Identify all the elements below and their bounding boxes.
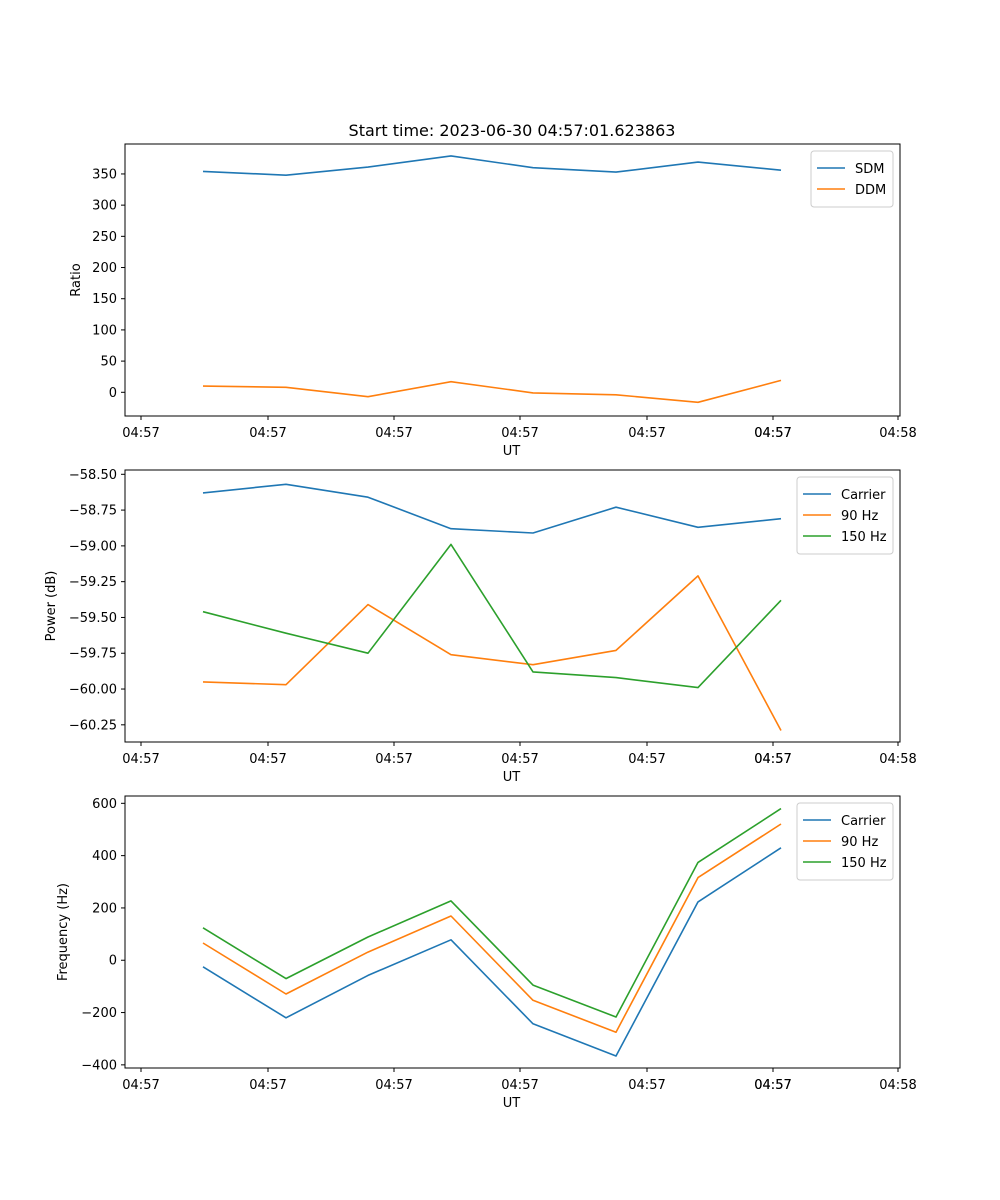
frequency-legend: Carrier 90 Hz 150 Hz	[796, 802, 894, 881]
power-ytick-label: −59.75	[69, 647, 117, 662]
ratio-legend: SDM DDM	[810, 150, 894, 208]
power-xlabel: UT	[503, 770, 521, 785]
frequency-xtick-label: 04:57	[375, 1078, 412, 1093]
power-ytick-label: −58.75	[69, 504, 117, 519]
frequency-series-150-hz	[202, 807, 782, 1018]
ratio-ytick-label: 100	[92, 323, 117, 338]
ratio-ytick-label: 200	[92, 261, 117, 276]
power-series-90-hz	[202, 575, 782, 731]
ratio-legend-box	[810, 150, 894, 208]
power-series-carrier	[202, 483, 782, 534]
frequency-ytick-label: 600	[92, 797, 117, 812]
frequency-legend-label: 90 Hz	[841, 835, 878, 850]
ratio-xtick-label: 04:57	[249, 426, 286, 441]
power-ytick-label: −59.25	[69, 575, 117, 590]
frequency-xtick-label: 04:57	[628, 1078, 665, 1093]
ratio-ylabel: Ratio	[69, 263, 84, 296]
frequency-legend-label: 150 Hz	[841, 856, 887, 871]
power-xtick-label: 04:57	[501, 752, 538, 767]
frequency-ytick-label: 0	[109, 954, 117, 969]
ratio-series-ddm	[202, 379, 782, 404]
frequency-ytick-label: −200	[81, 1006, 117, 1021]
ratio-xtick-label: 04:57	[122, 426, 159, 441]
frequency-xtick-label: 04:57	[754, 1078, 791, 1093]
frequency-xtick-label: 04:57	[249, 1078, 286, 1093]
power-legend-label: 90 Hz	[841, 509, 878, 524]
frequency-ytick-label: 400	[92, 849, 117, 864]
frequency-xtick-label: 04:57	[122, 1078, 159, 1093]
ratio-ytick-label: 350	[92, 167, 117, 182]
ratio-xlabel: UT	[503, 444, 521, 459]
power-axes-frame	[124, 469, 901, 743]
power-ytick-label: −58.50	[69, 468, 117, 483]
power-xtick-label: 04:57	[122, 752, 159, 767]
power-xtick-label: 04:58	[879, 752, 916, 767]
ratio-series-sdm	[202, 155, 782, 176]
figure-title: Start time: 2023-06-30 04:57:01.623863	[349, 121, 676, 140]
power-xtick-label: 04:57	[754, 752, 791, 767]
frequency-legend-box	[796, 802, 894, 881]
ratio-legend-label: SDM	[855, 162, 884, 177]
ratio-ytick-label: 50	[100, 355, 117, 370]
power-ytick-label: −59.50	[69, 611, 117, 626]
frequency-axes-frame	[124, 795, 901, 1069]
ratio-xtick-label: 04:57	[501, 426, 538, 441]
ratio-xtick-label: 04:57	[628, 426, 665, 441]
power-legend-label: 150 Hz	[841, 530, 887, 545]
power-series-150-hz	[202, 543, 782, 689]
ratio-xtick-label: 04:57	[754, 426, 791, 441]
power-legend: Carrier 90 Hz 150 Hz	[796, 476, 894, 555]
power-ytick-label: −60.25	[69, 718, 117, 733]
frequency-xtick-label: 04:57	[501, 1078, 538, 1093]
power-xtick-label: 04:57	[249, 752, 286, 767]
power-ylabel: Power (dB)	[44, 571, 59, 642]
frequency-xlabel: UT	[503, 1096, 521, 1111]
ratio-ytick-label: 150	[92, 292, 117, 307]
ratio-xtick-label: 04:57	[754, 426, 791, 441]
power-xtick-label: 04:57	[375, 752, 412, 767]
power-xtick-label: 04:57	[628, 752, 665, 767]
ratio-xtick-label: 04:57	[375, 426, 412, 441]
frequency-ylabel: Frequency (Hz)	[56, 883, 71, 981]
ratio-ytick-label: 250	[92, 230, 117, 245]
power-ytick-label: −60.00	[69, 683, 117, 698]
frequency-series-90-hz	[202, 823, 782, 1033]
power-ytick-label: −59.00	[69, 539, 117, 554]
ratio-ytick-label: 300	[92, 199, 117, 214]
power-legend-label: Carrier	[841, 488, 886, 503]
frequency-xtick-label: 04:58	[879, 1078, 916, 1093]
frequency-ytick-label: 200	[92, 901, 117, 916]
power-legend-box	[796, 476, 894, 555]
power-xtick-label: 04:57	[754, 752, 791, 767]
frequency-ytick-label: −400	[81, 1058, 117, 1073]
ratio-xtick-label: 04:58	[879, 426, 916, 441]
frequency-legend-label: Carrier	[841, 814, 886, 829]
frequency-series-carrier	[202, 847, 782, 1057]
ratio-axes-frame	[124, 143, 901, 417]
ratio-ytick-label: 0	[109, 386, 117, 401]
frequency-xtick-label: 04:57	[754, 1078, 791, 1093]
ratio-legend-label: DDM	[855, 183, 886, 198]
